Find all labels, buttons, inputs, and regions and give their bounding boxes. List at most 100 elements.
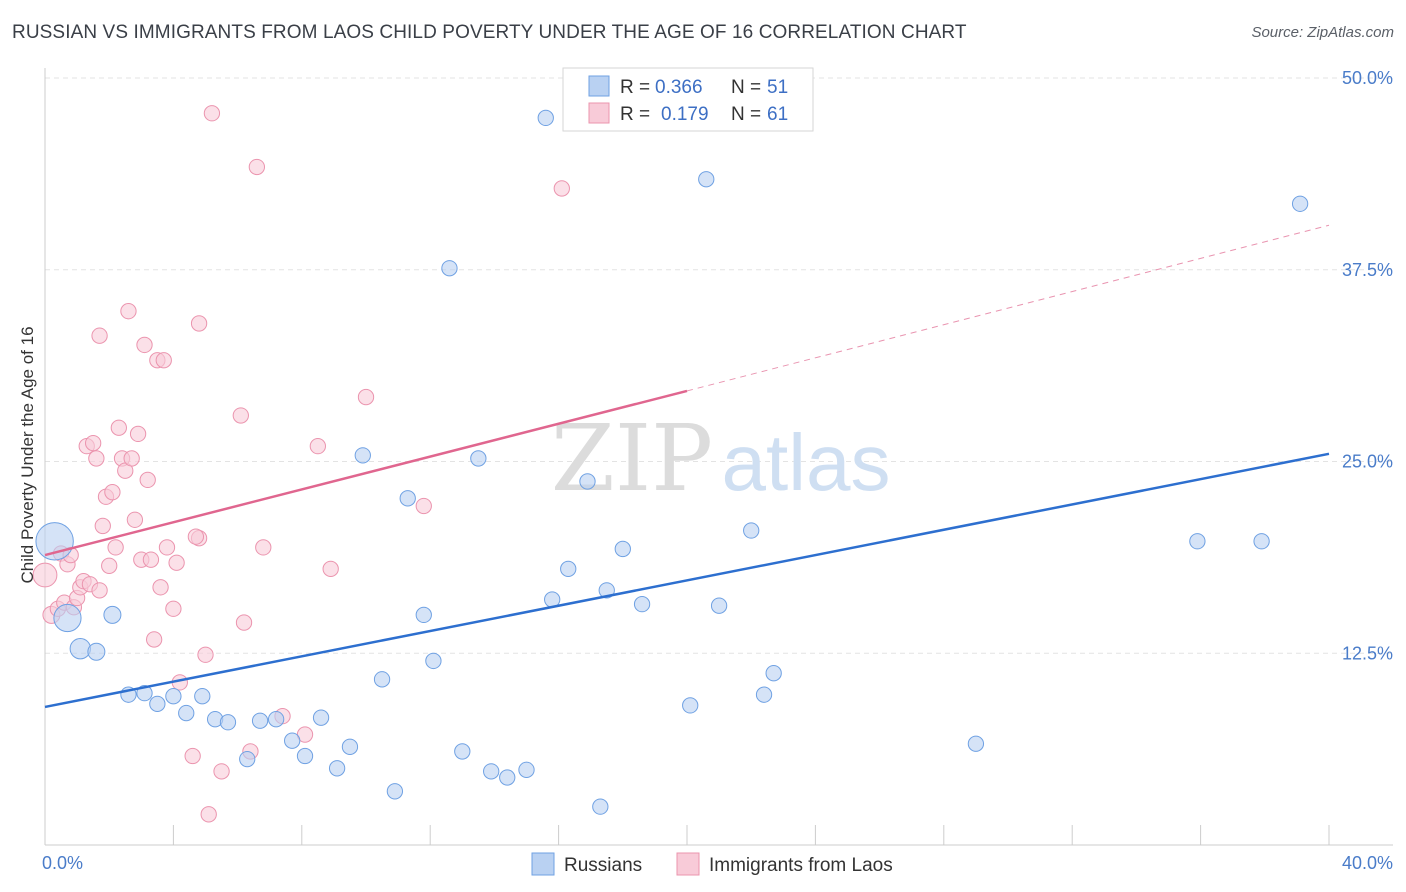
legend-r-value-russians: 0.366 [655, 77, 703, 98]
laos-point [101, 557, 118, 574]
legend-n-value-laos: 61 [767, 104, 788, 125]
russians-point [470, 450, 487, 467]
russians-point [967, 735, 985, 752]
russians-point [178, 704, 195, 722]
laos-point [88, 450, 105, 467]
series-russians-points [35, 109, 1309, 815]
y-tick-label: 50.0% [1342, 68, 1393, 88]
laos-point [145, 631, 163, 648]
russians-point [483, 763, 500, 780]
laos-point [85, 434, 102, 452]
bottom-legend-swatch-russians [531, 852, 555, 876]
russians-point [219, 714, 237, 731]
axes [44, 68, 1393, 846]
laos-point [187, 528, 205, 545]
russians-point [399, 490, 416, 507]
russians-point [1189, 533, 1206, 550]
legend-r-label-laos: R = [620, 104, 650, 125]
russians-point [165, 688, 182, 705]
laos-point [91, 582, 108, 599]
russians-point [35, 522, 74, 561]
russians-point [267, 711, 285, 728]
bottom-legend: Russians Immigrants from Laos [531, 852, 893, 876]
russians-point [373, 671, 391, 688]
russians-point [149, 695, 166, 713]
laos-point [107, 539, 124, 556]
laos-point [120, 303, 137, 320]
russians-point [454, 743, 471, 760]
laos-point [232, 407, 249, 424]
laos-point [136, 336, 153, 354]
russians-point [386, 783, 404, 800]
russians-point [312, 709, 330, 726]
legend-swatch-laos [588, 102, 610, 124]
russians-point [592, 798, 609, 815]
x-tick-label: 0.0% [42, 853, 83, 873]
bottom-legend-label-russians: Russians [564, 855, 642, 876]
laos-point [255, 539, 272, 556]
laos-point [126, 511, 144, 528]
legend-n-value-russians: 51 [767, 77, 788, 98]
laos-point [248, 158, 266, 176]
chart-source: Source: ZipAtlas.com [1251, 24, 1394, 41]
laos-point [158, 539, 176, 556]
laos-point [110, 419, 127, 436]
russians-point [69, 637, 92, 660]
laos-point [322, 560, 339, 578]
bottom-legend-swatch-laos [676, 852, 700, 876]
russians-point [579, 473, 596, 490]
watermark: ZIP atlas [551, 405, 891, 512]
y-tick-label: 37.5% [1342, 260, 1393, 280]
russians-point [518, 761, 535, 778]
y-axis-label: Child Poverty Under the Age of 16 [18, 326, 37, 583]
laos-point [32, 562, 58, 588]
russians-point [239, 750, 256, 768]
x-tick-label: 40.0% [1342, 853, 1393, 873]
legend: R = 0.366 N = 51 R = 0.179 N = 61 [562, 67, 814, 132]
russians-point [284, 732, 301, 749]
laos-point [94, 517, 111, 535]
russians-point [537, 109, 554, 127]
laos-point [139, 471, 156, 489]
laos-point [357, 388, 375, 406]
russians-point [354, 447, 371, 464]
laos-point [129, 425, 147, 443]
laos-point [165, 600, 182, 617]
laos-point [155, 352, 172, 369]
laos-point [213, 763, 230, 780]
series-laos-points [32, 105, 570, 823]
russians-point [328, 760, 346, 777]
laos-point [168, 554, 185, 571]
laos-point [309, 438, 327, 455]
chart-title: RUSSIAN VS IMMIGRANTS FROM LAOS CHILD PO… [12, 22, 967, 43]
russians-point [441, 260, 458, 277]
watermark-zip: ZIP [551, 405, 713, 512]
laos-point [123, 450, 140, 467]
watermark-atlas: atlas [722, 418, 891, 507]
russians-point [633, 596, 651, 613]
laos-point [142, 551, 160, 568]
russians-point [710, 597, 728, 614]
russians-point [1291, 195, 1309, 212]
laos-point [190, 315, 208, 332]
russians-point [765, 665, 782, 682]
laos-point [553, 180, 570, 197]
laos-trend-line [44, 389, 688, 557]
gridlines [45, 77, 1393, 654]
legend-swatch-russians [588, 75, 610, 97]
russians-point [682, 697, 699, 714]
laos-point [197, 646, 214, 663]
laos-point [200, 806, 217, 823]
russians-point [53, 603, 82, 633]
laos-point [104, 484, 121, 501]
laos-point [203, 105, 221, 122]
y-tick-label: 25.0% [1342, 452, 1393, 472]
russians-point [87, 642, 106, 661]
laos-point [91, 327, 108, 344]
russians-point [1253, 533, 1270, 550]
laos-point [152, 579, 169, 596]
russians-point [296, 747, 314, 765]
russians-point [194, 688, 211, 705]
russians-point [743, 522, 760, 539]
